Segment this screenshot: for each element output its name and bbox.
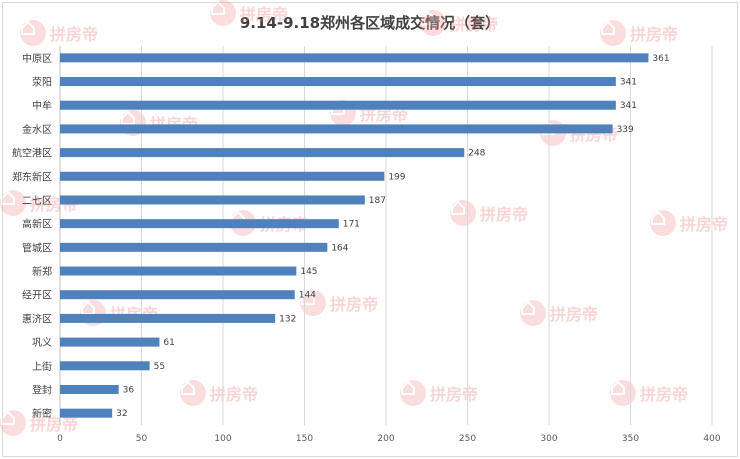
bar: [60, 171, 385, 181]
bar: [60, 242, 328, 252]
x-tick-label: 350: [622, 434, 639, 444]
bar: [60, 219, 339, 229]
x-tick-label: 400: [703, 434, 720, 444]
bar: [60, 290, 295, 300]
x-tick-label: 250: [459, 434, 476, 444]
category-label: 中原区: [22, 52, 52, 65]
data-label: 341: [620, 78, 637, 88]
bar: [60, 77, 616, 87]
category-label: 巩义: [32, 337, 52, 349]
x-tick-label: 100: [214, 434, 231, 444]
bar: [60, 195, 365, 205]
bar: [60, 337, 160, 347]
x-tick-label: 150: [296, 434, 313, 444]
category-label: 二七区: [22, 195, 52, 207]
bar: [60, 361, 150, 371]
category-label: 郑东新区: [12, 170, 52, 183]
category-label: 新郑: [32, 265, 52, 278]
data-label: 187: [369, 196, 386, 206]
category-label: 航空港区: [12, 147, 52, 160]
data-label: 199: [388, 172, 405, 182]
category-label: 荥阳: [32, 76, 52, 89]
data-label: 55: [154, 362, 165, 372]
bar: [60, 148, 465, 158]
category-label: 经开区: [22, 289, 52, 302]
bar: [60, 384, 119, 394]
bar: [60, 266, 297, 276]
category-label: 高新区: [22, 218, 52, 231]
x-tick-label: 0: [57, 434, 63, 444]
category-label: 管城区: [22, 241, 52, 254]
data-label: 32: [116, 409, 127, 419]
category-label: 金水区: [22, 123, 52, 136]
data-label: 145: [300, 267, 317, 277]
x-tick-label: 50: [136, 434, 148, 444]
data-label: 248: [468, 149, 485, 159]
data-label: 171: [343, 220, 360, 230]
bar: [60, 313, 276, 323]
data-label: 164: [331, 243, 348, 253]
chart-title: 9.14-9.18郑州各区域成交情况（套）: [239, 14, 501, 32]
x-tick-label: 200: [377, 434, 394, 444]
x-tick-label: 300: [540, 434, 557, 444]
bar: [60, 408, 113, 418]
data-label: 361: [652, 54, 669, 64]
data-label: 144: [299, 291, 316, 301]
data-label: 132: [279, 314, 296, 324]
bar: [60, 100, 616, 110]
category-label: 惠济区: [22, 312, 52, 325]
data-label: 36: [123, 385, 135, 395]
category-label: 新密: [32, 407, 52, 420]
category-label: 中牟: [32, 99, 52, 112]
data-label: 339: [617, 125, 634, 135]
category-label: 上街: [32, 360, 52, 373]
bar: [60, 124, 613, 134]
category-label: 登封: [32, 383, 52, 396]
data-label: 341: [620, 101, 637, 111]
data-label: 61: [163, 338, 174, 348]
bar: [60, 53, 649, 63]
